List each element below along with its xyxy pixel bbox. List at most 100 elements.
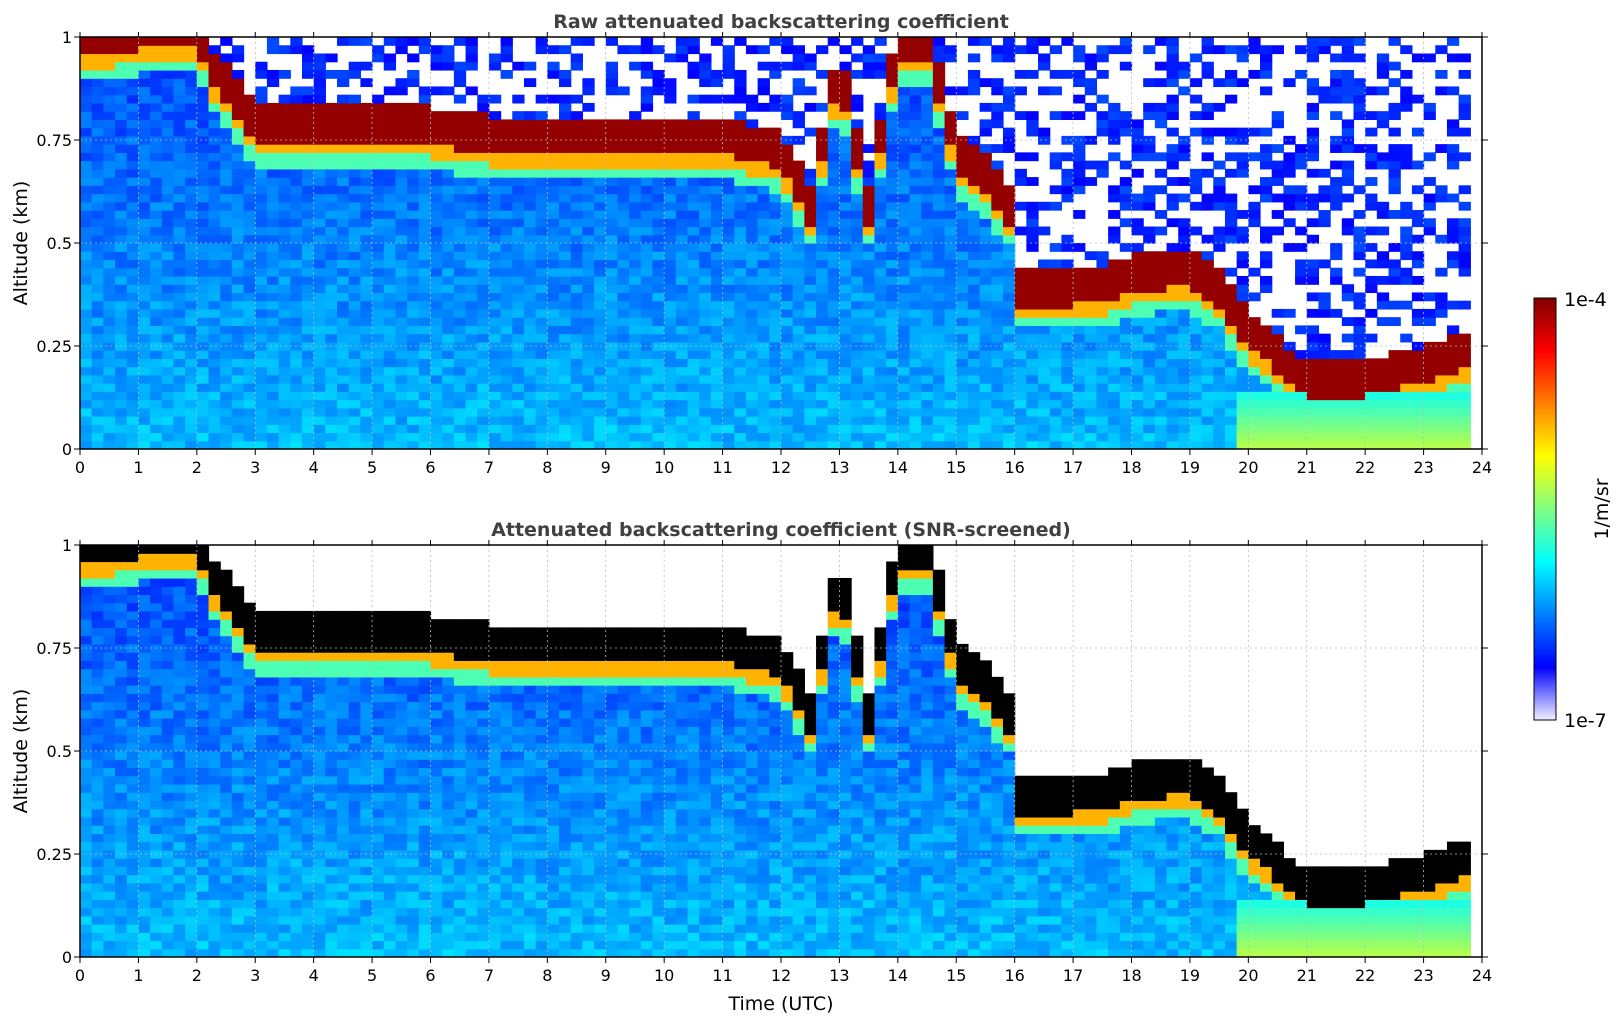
heatmap-cell (1330, 53, 1343, 63)
heatmap-cell (594, 440, 607, 449)
heatmap-cell (1061, 308, 1074, 318)
heatmap-cell (1014, 383, 1027, 392)
heatmap-cell (115, 366, 128, 376)
heatmap-cell (173, 37, 186, 46)
heatmap-cell (816, 69, 829, 79)
heatmap-cell (757, 177, 770, 186)
heatmap-cell (839, 424, 852, 434)
heatmap-cell (220, 300, 233, 310)
heatmap-cell (1271, 226, 1284, 236)
heatmap-cell (1224, 432, 1238, 442)
heatmap-cell (874, 317, 887, 326)
heatmap-cell (1166, 193, 1179, 203)
heatmap-cell (1341, 69, 1355, 79)
heatmap-cell (1376, 300, 1390, 310)
heatmap-cell (1108, 432, 1121, 442)
heatmap-cell (1073, 374, 1086, 384)
heatmap-cell (255, 201, 268, 211)
heatmap-cell (243, 350, 256, 359)
heatmap-cell (851, 94, 864, 104)
heatmap-cell (196, 177, 210, 186)
heatmap-cell (1236, 308, 1249, 318)
heatmap-cell (792, 61, 805, 71)
heatmap-cell (1271, 210, 1284, 219)
heatmap-cell (301, 440, 315, 449)
heatmap-cell (220, 416, 233, 425)
heatmap-cell (301, 177, 315, 186)
heatmap-cell (874, 383, 887, 392)
heatmap-cell (1201, 234, 1214, 244)
heatmap-cell (325, 374, 338, 384)
heatmap-cell (208, 383, 221, 392)
heatmap-cell (1423, 358, 1436, 368)
heatmap-cell (348, 358, 361, 368)
heatmap-cell (547, 61, 560, 71)
heatmap-cell (687, 358, 700, 368)
heatmap-cell (594, 251, 607, 261)
heatmap-cell (570, 119, 583, 129)
heatmap-cell (1026, 432, 1039, 442)
heatmap-cell (185, 218, 198, 228)
heatmap-cell (325, 399, 338, 409)
heatmap-cell (687, 193, 700, 203)
heatmap-cell (570, 325, 583, 335)
heatmap-cell (781, 391, 794, 401)
heatmap-cell (1166, 127, 1179, 137)
heatmap-cell (640, 416, 654, 425)
heatmap-cell (547, 259, 560, 269)
heatmap-cell (1014, 374, 1027, 384)
heatmap-cell (150, 201, 163, 211)
heatmap-cell (477, 152, 490, 162)
heatmap-cell (91, 69, 104, 79)
heatmap-cell (231, 111, 245, 120)
heatmap-cell (360, 267, 373, 277)
heatmap-cell (1131, 119, 1144, 129)
heatmap-cell (1119, 300, 1133, 310)
heatmap-cell (1166, 94, 1179, 104)
heatmap-cell (173, 374, 186, 384)
heatmap-cell (418, 144, 432, 153)
heatmap-cell (1038, 366, 1051, 376)
heatmap-cell (523, 201, 537, 211)
heatmap-cell (243, 383, 256, 392)
heatmap-cell (547, 366, 560, 376)
heatmap-cell (418, 308, 432, 318)
heatmap-cell (710, 374, 724, 384)
x-tick-label: 13 (829, 458, 849, 477)
heatmap-cell (1084, 267, 1098, 277)
heatmap-cell (453, 218, 467, 228)
heatmap-cell (1400, 201, 1413, 211)
heatmap-cell (640, 333, 654, 343)
heatmap-cell (430, 210, 443, 219)
heatmap-cell (582, 226, 595, 236)
x-tick-label: 17 (1063, 458, 1083, 477)
heatmap-cell (921, 374, 934, 384)
heatmap-cell (1002, 243, 1016, 252)
heatmap-cell (301, 267, 315, 277)
heatmap-cell (488, 308, 502, 318)
heatmap-cell (231, 160, 245, 170)
heatmap-cell (337, 37, 350, 46)
heatmap-cell (734, 152, 747, 162)
heatmap-cell (1108, 267, 1121, 277)
heatmap-cell (1236, 210, 1249, 219)
heatmap-cell (932, 383, 946, 392)
heatmap-cell (325, 127, 338, 137)
heatmap-cell (465, 144, 478, 153)
heatmap-cell (757, 424, 770, 434)
heatmap-cell (781, 218, 794, 228)
heatmap-cell (1131, 251, 1144, 261)
heatmap-cell (185, 78, 198, 88)
heatmap-cell (921, 259, 934, 269)
heatmap-cell (932, 168, 946, 178)
heatmap-cell (523, 152, 537, 162)
heatmap-cell (792, 251, 805, 261)
heatmap-cell (150, 243, 163, 252)
heatmap-cell (629, 383, 642, 392)
heatmap-cell (1178, 308, 1191, 318)
heatmap-cell (1260, 366, 1273, 376)
heatmap-cell (757, 374, 770, 384)
heatmap-cell (710, 37, 724, 46)
heatmap-cell (1073, 210, 1086, 219)
heatmap-cell (1365, 358, 1378, 368)
